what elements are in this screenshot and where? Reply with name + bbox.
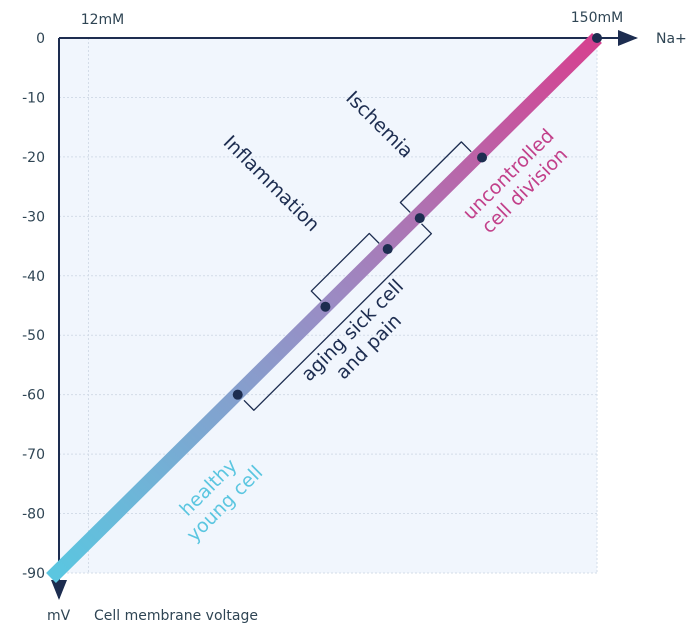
x-marker-label-150mm: 150mM [571,10,623,26]
bracket-ischemia [399,141,472,213]
data-point [232,389,243,400]
y-tick-label: -70 [22,447,45,463]
y-tick-label: -20 [22,150,45,166]
data-point [320,301,331,312]
bracket-inflammation [310,232,380,302]
region-brackets [243,141,472,411]
y-tick-label: -90 [22,566,45,582]
y-tick-label: -80 [22,507,45,523]
x-axis-label: Na+ [656,31,687,47]
y-tick-label: 0 [36,31,45,47]
y-tick-label: -30 [22,209,45,225]
y-tick-label: -50 [22,328,45,344]
data-points [232,33,602,400]
bracket-aging [243,223,433,411]
data-point [414,213,425,224]
data-point [592,33,602,43]
y-axis-label: Cell membrane voltage [94,608,258,624]
y-tick-label: -60 [22,388,45,404]
y-tick-label: -10 [22,90,45,106]
y-tick-label: -40 [22,269,45,285]
y-tick-labels: 0 -10 -20 -30 -40 -50 -60 -70 -80 -90 [22,31,45,582]
grid [59,38,598,574]
data-point [382,244,393,255]
x-marker-label-12mm: 12mM [81,12,125,28]
data-point [477,152,488,163]
y-axis-unit-label: mV [47,608,71,624]
